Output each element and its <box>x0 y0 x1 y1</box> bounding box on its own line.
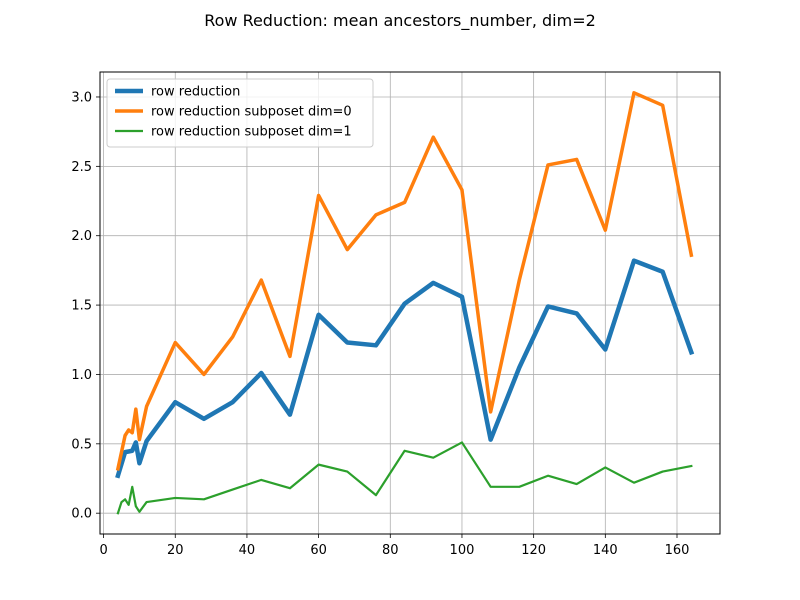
x-tick-label: 60 <box>310 543 327 558</box>
y-tick-label: 2.0 <box>71 229 92 244</box>
chart-title: Row Reduction: mean ancestors_number, di… <box>204 11 596 31</box>
x-tick-label: 80 <box>382 543 399 558</box>
y-tick-label: 1.5 <box>71 299 92 314</box>
x-tick-label: 40 <box>239 543 256 558</box>
y-tick-label: 3.0 <box>71 90 92 105</box>
x-tick-label: 120 <box>521 543 546 558</box>
y-tick-label: 0.5 <box>71 437 92 452</box>
series-layer <box>115 91 695 515</box>
series-line-0 <box>115 258 695 479</box>
x-tick-label: 140 <box>593 543 618 558</box>
ticks: 0 20 40 60 80 100 120 140 160 0.0 0.5 1.0 1.5 2.0 2.5 3… <box>71 90 689 558</box>
x-tick-label: 100 <box>450 543 475 558</box>
legend-label-2: row reduction subposet dim=1 <box>151 125 352 140</box>
legend-label-1: row reduction subposet dim=0 <box>151 105 352 120</box>
y-tick-label: 0.0 <box>71 507 92 522</box>
y-tick-label: 1.0 <box>71 368 92 383</box>
x-tick-label: 0 <box>99 543 107 558</box>
x-tick-label: 160 <box>665 543 690 558</box>
series-line-2 <box>116 441 693 515</box>
x-tick-label: 20 <box>167 543 184 558</box>
legend-box <box>106 78 374 148</box>
axes-frame <box>99 71 721 535</box>
series-line-1 <box>115 91 694 471</box>
legend: row reduction row reduction subposet dim=… <box>106 78 374 148</box>
y-tick-label: 2.5 <box>71 160 92 175</box>
legend-label-0: row reduction <box>151 85 240 100</box>
